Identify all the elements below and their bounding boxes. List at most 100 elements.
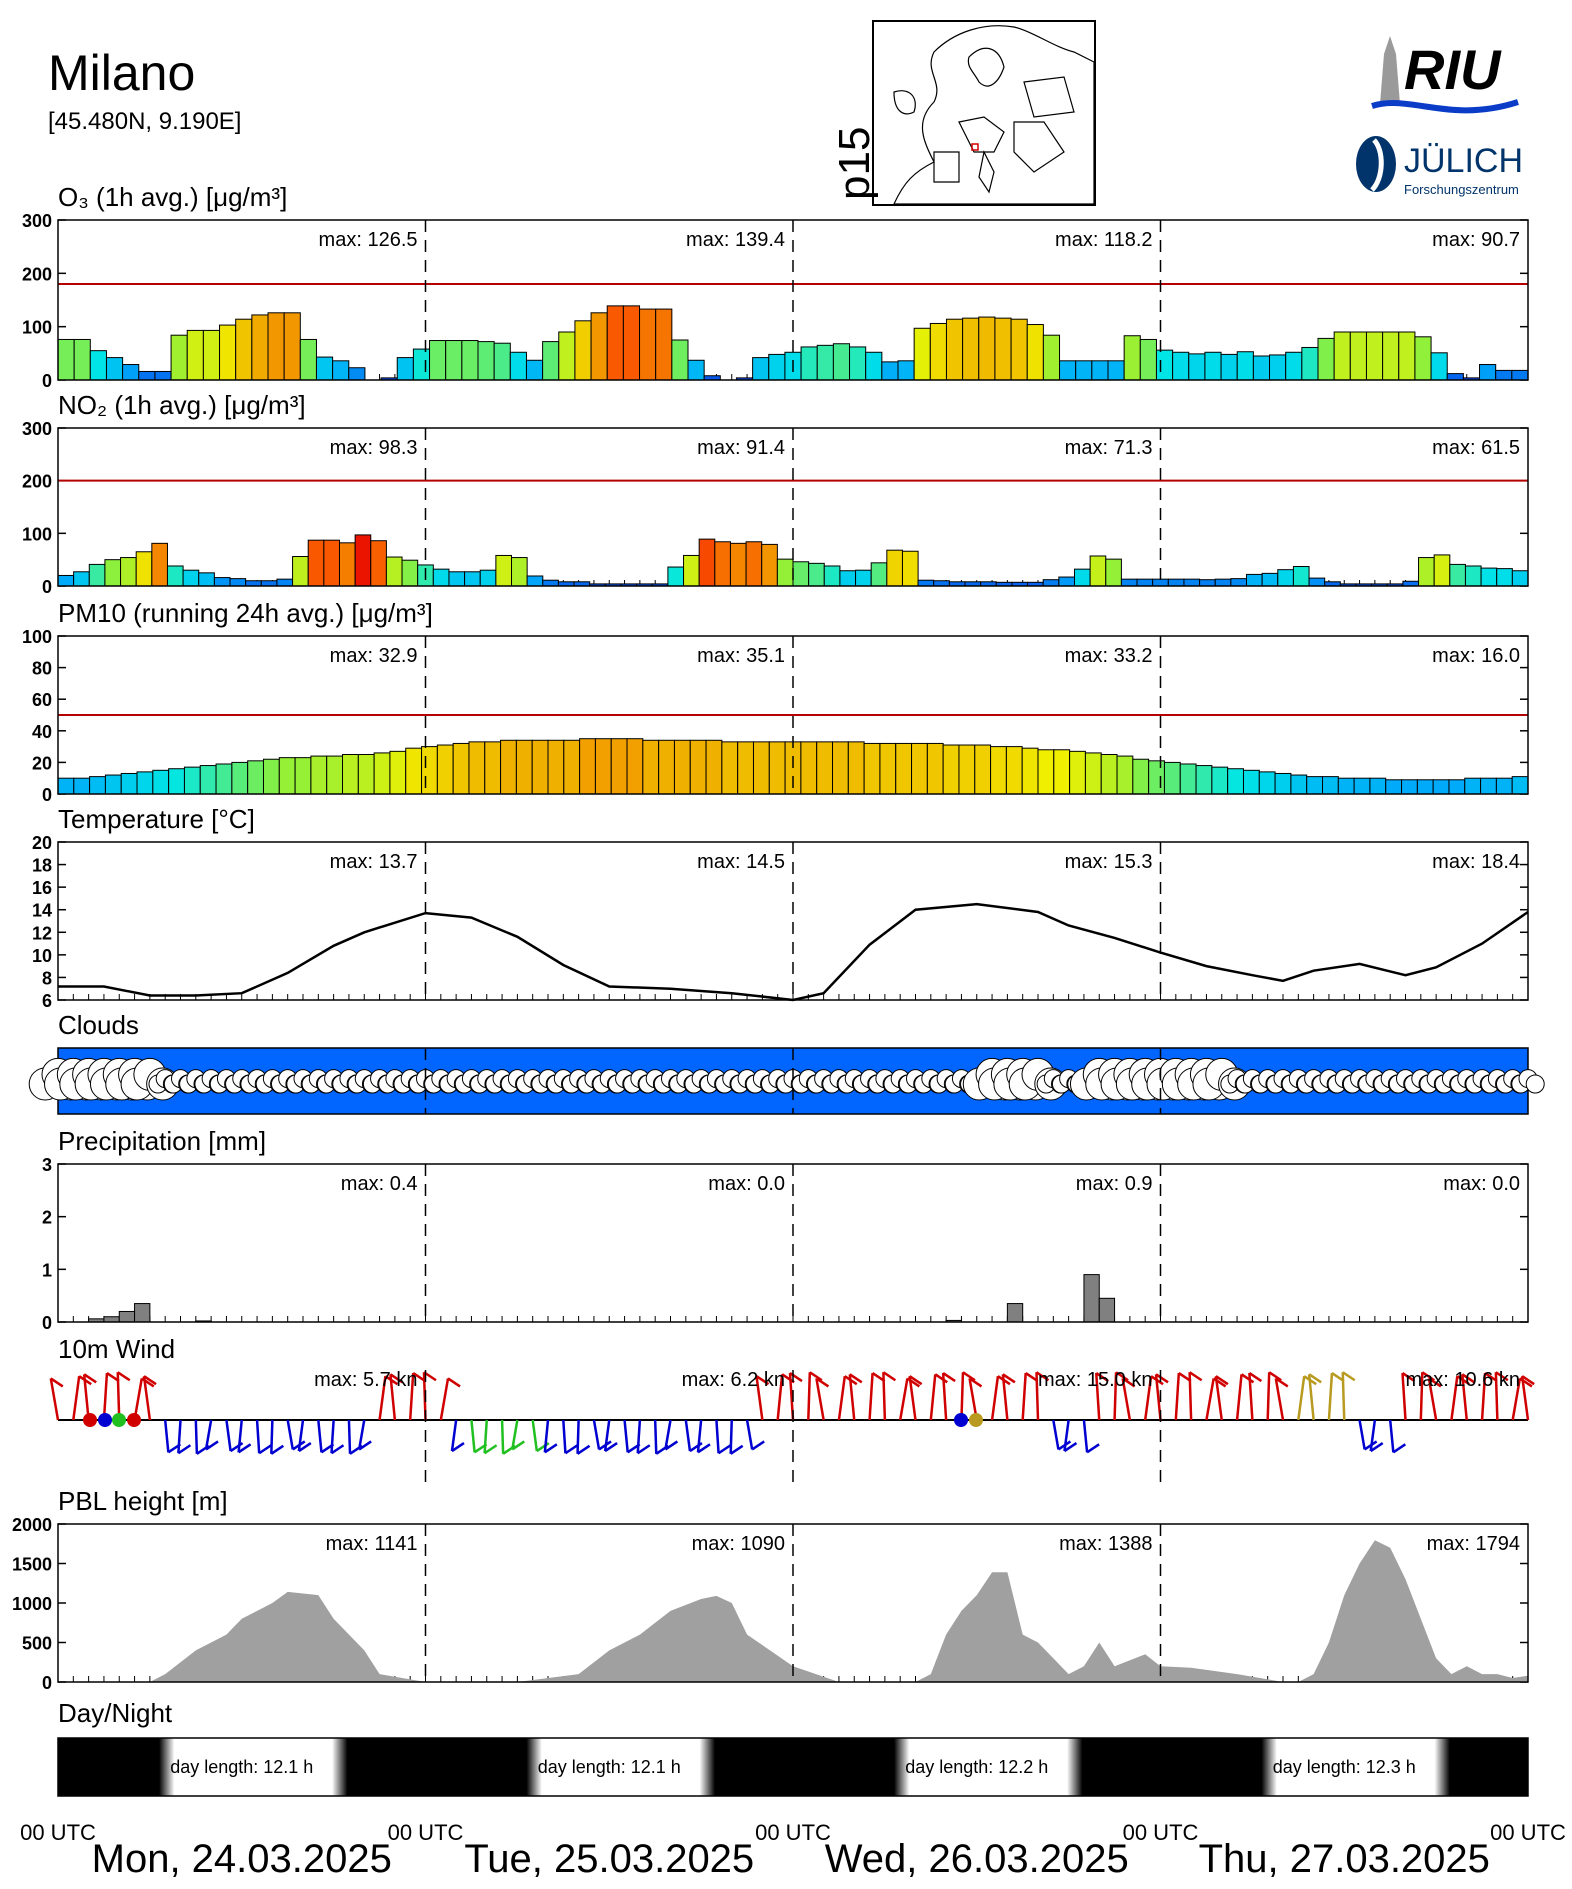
wind-barb-flag [1308,1373,1322,1384]
pm10-bar [278,757,296,795]
wind-barb [1327,1372,1334,1421]
pm10-max-label: max: 33.2 [1065,645,1153,667]
o3-bar [1414,336,1432,381]
pm10-ytick-label: 40 [32,722,52,742]
no2-bar [1183,578,1201,587]
no2-bar [1214,578,1232,587]
pm10-bar [231,761,249,795]
wind-barb [270,1419,274,1454]
o3-bar [1269,354,1287,381]
pm10-panel-title: PM10 (running 24h avg.) [μg/m³] [58,598,433,628]
precip-max-label: max: 0.0 [708,1173,785,1195]
temp-ytick-label: 12 [32,923,52,943]
wind-barb-flag [270,1444,285,1455]
wind-barb [1214,1375,1223,1421]
cloud-puff [1525,1074,1545,1094]
wind-barb [603,1419,611,1452]
wind-barb [696,1419,703,1453]
pm10-bar [879,742,897,795]
temp-ytick-label: 14 [32,901,52,921]
o3-bar [1446,373,1464,381]
cloud-icon [1511,1069,1545,1094]
pm10-bar [89,776,106,795]
wind-barb [1511,1378,1522,1421]
wind-barb-flag [697,1443,711,1454]
pm10-ytick-label: 60 [32,690,52,710]
no2-ytick-label: 100 [22,524,52,544]
pm10-bar [1227,768,1244,795]
wind-barb [1001,1374,1009,1421]
pm10-bar [563,739,581,795]
pm10-max-label: max: 35.1 [697,645,785,667]
wind-barb [133,1378,143,1421]
o3-bar [122,364,140,381]
no2-bar [808,562,825,587]
wind-max-label: max: 15.0 kn [1038,1369,1153,1391]
no2-bar [1418,557,1435,587]
wind-barb [142,1375,152,1421]
pm10-bar [1401,779,1418,795]
daynight-band [57,1737,1529,1797]
wind-barb-flag [637,1444,651,1455]
wind-barb-flag [389,1373,404,1384]
precip-bar [118,1310,136,1323]
pm10-bar [1195,765,1213,795]
o3-bar [73,338,91,381]
o3-ytick-label: 100 [22,318,52,338]
pm10-bar [1322,776,1339,795]
o3-bar [493,342,511,381]
no2-bar [464,571,481,587]
pm10-bar [1416,779,1434,795]
o3-bar [1042,334,1061,381]
o3-bar [865,351,883,381]
wind-barb [745,1419,754,1450]
pm10-bar [1258,771,1276,795]
pm10-bar [768,741,786,795]
juelich-logo-subtext: Forschungszentrum [1404,182,1519,197]
o3-bar [461,340,479,381]
pm10-bar [262,758,280,795]
o3-bar [412,348,431,381]
calm-wind-dot [954,1413,968,1427]
no2-bar [1152,578,1169,587]
wind-barb [1520,1375,1530,1421]
no2-ytick-label: 0 [42,577,52,597]
no2-bar [1292,566,1310,587]
o3-bar [622,305,641,381]
wind-barb-flag [882,1371,897,1382]
no2-bar [714,541,731,587]
o3-bar [1333,331,1351,381]
o3-bar [1075,360,1093,381]
o3-bar [1107,360,1125,381]
wind-barb [1113,1372,1118,1421]
no2-bar [1073,568,1091,587]
pm10-bar [515,739,533,795]
wind-barb [1052,1419,1060,1450]
o3-bar [1236,351,1254,381]
pm10-bar [1511,776,1529,795]
o3-bar [849,346,867,381]
o3-bar [768,353,786,381]
utc-tick-label: 00 UTC [20,1820,96,1845]
no2-bar [1042,579,1060,587]
o3-bar [315,356,334,381]
no2-bar [432,568,450,587]
wind-barb [664,1419,672,1450]
pm10-bar [800,741,818,795]
no2-bar [526,575,544,587]
no2-bar [307,539,325,587]
precip-ytick-label: 3 [42,1155,52,1175]
wind-barb [470,1419,476,1453]
wind-barb-flag [1115,1371,1129,1382]
wind-barb [1461,1374,1468,1421]
wind-barb-flag [143,1375,157,1386]
o3-bar [396,357,414,381]
o3-bar [1059,360,1077,381]
no2-bar [917,579,935,587]
no2-bar [104,559,122,587]
o3-bar [1349,331,1367,381]
wind-barb-flag [1495,1371,1509,1382]
o3-bar [1220,353,1238,381]
o3-bar [574,320,592,381]
